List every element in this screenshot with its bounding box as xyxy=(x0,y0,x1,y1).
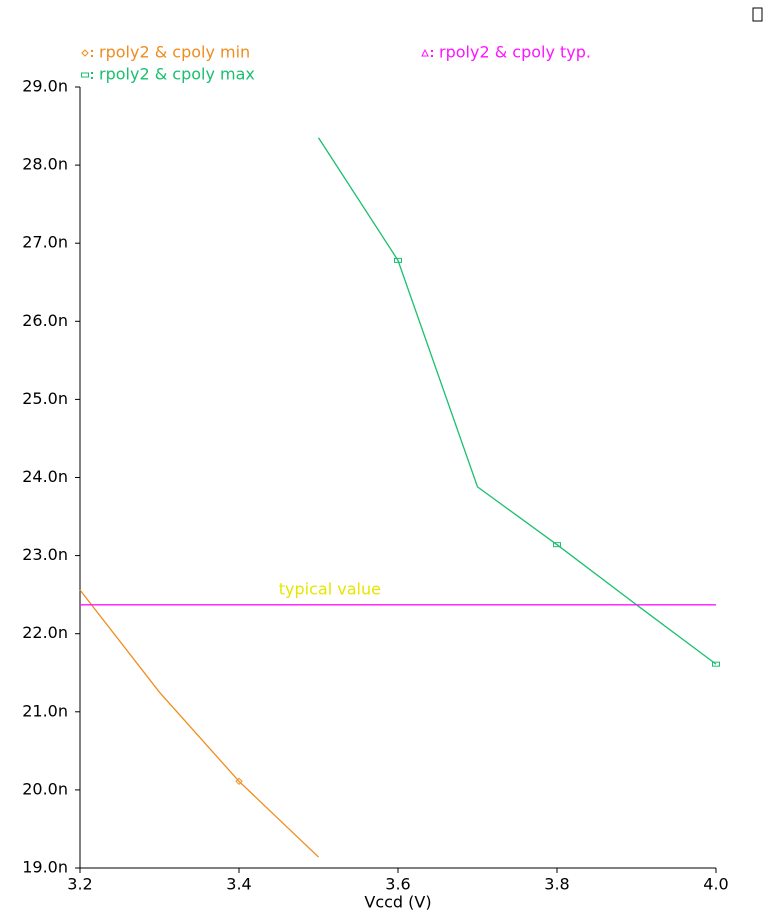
legend-label: rpoly2 & cpoly max xyxy=(99,65,255,84)
x-tick-label: 3.8 xyxy=(544,875,569,894)
y-tick-label: 23.0n xyxy=(22,545,68,564)
y-tick-label: 29.0n xyxy=(22,77,68,96)
marker xyxy=(394,257,402,263)
y-tick-label: 19.0n xyxy=(22,858,68,877)
y-tick-label: 27.0n xyxy=(22,233,68,252)
y-tick-label: 25.0n xyxy=(22,389,68,408)
x-tick-label: 3.6 xyxy=(385,875,410,894)
x-tick-label: 3.2 xyxy=(67,875,92,894)
legend-marker xyxy=(421,48,429,57)
legend-colon xyxy=(91,77,93,79)
y-tick-label: 24.0n xyxy=(22,467,68,486)
legend-colon xyxy=(431,50,433,52)
y-tick-label: 21.0n xyxy=(22,701,68,720)
x-axis-label: Vccd (V) xyxy=(364,893,431,912)
y-tick-label: 20.0n xyxy=(22,779,68,798)
y-tick-label: 22.0n xyxy=(22,623,68,642)
window-icon xyxy=(752,7,763,22)
marker xyxy=(553,542,561,548)
legend-colon xyxy=(91,72,93,74)
x-tick-label: 4.0 xyxy=(703,875,728,894)
legend-colon xyxy=(431,55,433,57)
legend-label: rpoly2 & cpoly min xyxy=(99,43,250,62)
marker xyxy=(712,661,720,667)
legend-label: rpoly2 & cpoly typ. xyxy=(439,43,591,62)
series-line xyxy=(317,137,717,665)
legend-colon xyxy=(91,55,93,57)
y-tick-label: 28.0n xyxy=(22,155,68,174)
series-line xyxy=(79,589,319,858)
legend-colon xyxy=(91,50,93,52)
y-tick-label: 26.0n xyxy=(22,311,68,330)
marker xyxy=(235,777,243,786)
annotation: typical value xyxy=(279,579,381,598)
legend-marker xyxy=(81,49,89,57)
x-tick-label: 3.4 xyxy=(226,875,251,894)
legend-marker xyxy=(81,72,89,78)
